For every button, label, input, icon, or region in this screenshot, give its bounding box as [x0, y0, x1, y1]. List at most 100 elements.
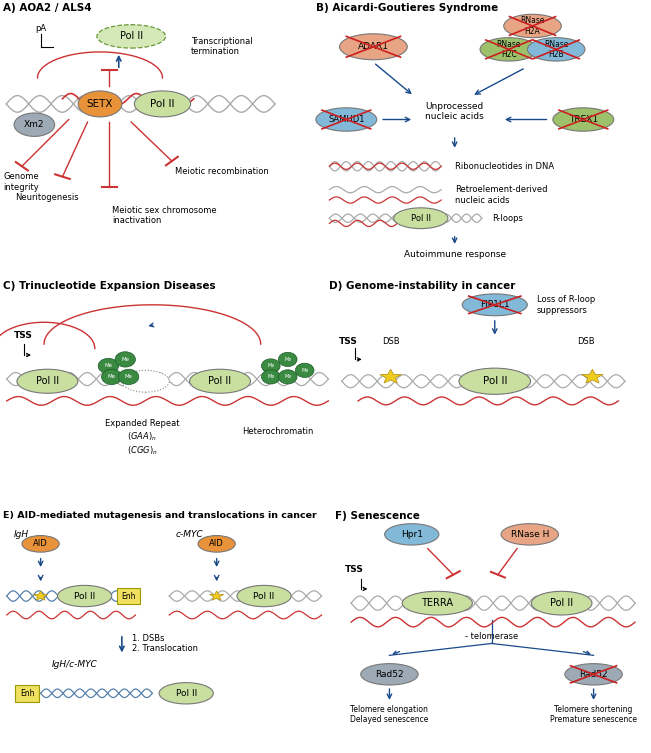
Ellipse shape — [402, 591, 473, 615]
Text: F) Senescence: F) Senescence — [335, 511, 420, 520]
Ellipse shape — [159, 683, 214, 704]
Polygon shape — [380, 369, 402, 383]
Text: Me: Me — [284, 374, 292, 380]
Text: Rad52: Rad52 — [375, 670, 404, 678]
Text: SETX: SETX — [87, 99, 113, 109]
Ellipse shape — [459, 368, 531, 395]
Text: Me: Me — [284, 357, 292, 362]
Text: Me: Me — [301, 367, 309, 373]
Text: c-MYC: c-MYC — [176, 530, 204, 538]
Ellipse shape — [565, 663, 622, 685]
Text: Ribonucleotides in DNA: Ribonucleotides in DNA — [454, 162, 554, 171]
Text: AID: AID — [209, 539, 224, 548]
Text: TERRA: TERRA — [421, 598, 453, 608]
Ellipse shape — [115, 352, 135, 367]
Text: Hpr1: Hpr1 — [401, 530, 422, 539]
Ellipse shape — [57, 585, 112, 607]
FancyBboxPatch shape — [15, 685, 39, 702]
Ellipse shape — [97, 25, 165, 48]
Text: RNase
H2A: RNase H2A — [520, 17, 545, 35]
Text: Enh: Enh — [20, 689, 35, 698]
Text: Pol II: Pol II — [176, 689, 197, 698]
Ellipse shape — [296, 363, 314, 377]
Text: Me: Me — [267, 374, 275, 380]
Ellipse shape — [462, 294, 527, 316]
Polygon shape — [581, 369, 603, 383]
Text: Pol II: Pol II — [74, 592, 95, 601]
Text: E) AID-mediated mutagenesis and translocations in cancer: E) AID-mediated mutagenesis and transloc… — [3, 511, 317, 520]
Text: Me: Me — [107, 374, 116, 380]
Text: RNase H: RNase H — [510, 530, 549, 539]
Ellipse shape — [78, 91, 122, 117]
Text: Pol II: Pol II — [36, 376, 59, 386]
Text: Me: Me — [104, 364, 113, 368]
Text: IgH: IgH — [14, 530, 29, 538]
Text: DSB: DSB — [381, 337, 400, 346]
Text: D) Genome-instability in cancer: D) Genome-instability in cancer — [329, 281, 515, 291]
Ellipse shape — [198, 535, 235, 552]
Text: Meiotic sex chromosome
inactivation: Meiotic sex chromosome inactivation — [113, 206, 217, 225]
Polygon shape — [34, 591, 48, 600]
Ellipse shape — [279, 370, 297, 384]
Text: Pol II: Pol II — [253, 592, 275, 601]
Ellipse shape — [279, 352, 297, 367]
Ellipse shape — [134, 91, 191, 117]
Ellipse shape — [102, 369, 122, 385]
Text: Loss of R-loop
suppressors: Loss of R-loop suppressors — [537, 295, 595, 315]
Ellipse shape — [14, 113, 55, 136]
Text: Retroelement-derived
nucleic acids: Retroelement-derived nucleic acids — [454, 185, 547, 205]
Text: Me: Me — [121, 357, 130, 362]
Ellipse shape — [361, 663, 418, 685]
Text: IgH/c-MYC: IgH/c-MYC — [51, 660, 98, 669]
Text: C) Trinucleotide Expansion Diseases: C) Trinucleotide Expansion Diseases — [3, 281, 216, 291]
Text: SAMHD1: SAMHD1 — [328, 115, 365, 124]
Text: A) AOA2 / ALS4: A) AOA2 / ALS4 — [3, 2, 92, 13]
Text: Pol II: Pol II — [208, 376, 232, 386]
Text: Pol II: Pol II — [411, 214, 431, 223]
Text: Pol II: Pol II — [120, 32, 143, 41]
Ellipse shape — [262, 370, 280, 384]
Ellipse shape — [504, 14, 561, 38]
Text: - telomerase: - telomerase — [465, 632, 518, 641]
Ellipse shape — [98, 358, 118, 373]
Ellipse shape — [527, 38, 585, 61]
Ellipse shape — [385, 523, 439, 545]
Text: TSS: TSS — [14, 331, 33, 340]
Text: Me: Me — [124, 374, 133, 380]
Text: Enh: Enh — [121, 592, 136, 601]
Text: AID: AID — [33, 539, 48, 548]
Text: Telomere shortening
Premature senescence: Telomere shortening Premature senescence — [550, 705, 637, 724]
Text: TSS: TSS — [345, 566, 364, 575]
Ellipse shape — [22, 535, 59, 552]
Text: Pol II: Pol II — [150, 99, 174, 109]
Text: Pol II: Pol II — [482, 376, 507, 386]
Ellipse shape — [189, 369, 251, 393]
Text: Telomere elongation
Delayed senescence: Telomere elongation Delayed senescence — [350, 705, 428, 724]
Ellipse shape — [17, 369, 78, 393]
Text: Autoimmune response: Autoimmune response — [404, 250, 506, 259]
Ellipse shape — [262, 359, 280, 373]
Text: Meiotic recombination: Meiotic recombination — [175, 167, 269, 176]
Text: Transcriptional
termination: Transcriptional termination — [191, 37, 252, 56]
Ellipse shape — [394, 208, 448, 229]
Text: DSB: DSB — [577, 337, 595, 346]
Text: Xm2: Xm2 — [24, 120, 45, 130]
Text: RNase
H2C: RNase H2C — [497, 40, 521, 59]
Text: Rad52: Rad52 — [579, 670, 608, 678]
Text: pA: pA — [35, 24, 46, 33]
Text: Genome
integrity: Genome integrity — [3, 172, 39, 191]
Text: 1. DSBs
2. Translocation: 1. DSBs 2. Translocation — [132, 634, 198, 653]
Ellipse shape — [553, 108, 614, 131]
Text: Heterochromatin: Heterochromatin — [242, 427, 313, 436]
Text: Neuritogenesis: Neuritogenesis — [15, 193, 79, 202]
Ellipse shape — [340, 34, 408, 59]
Text: Me: Me — [267, 364, 275, 368]
Ellipse shape — [501, 523, 559, 545]
Text: B) Aicardi-Goutieres Syndrome: B) Aicardi-Goutieres Syndrome — [316, 2, 498, 13]
Ellipse shape — [118, 369, 139, 385]
Ellipse shape — [480, 38, 538, 61]
Text: TSS: TSS — [339, 337, 357, 346]
Ellipse shape — [237, 585, 291, 607]
Text: Pol II: Pol II — [550, 598, 574, 608]
Text: TREX1: TREX1 — [569, 115, 598, 124]
